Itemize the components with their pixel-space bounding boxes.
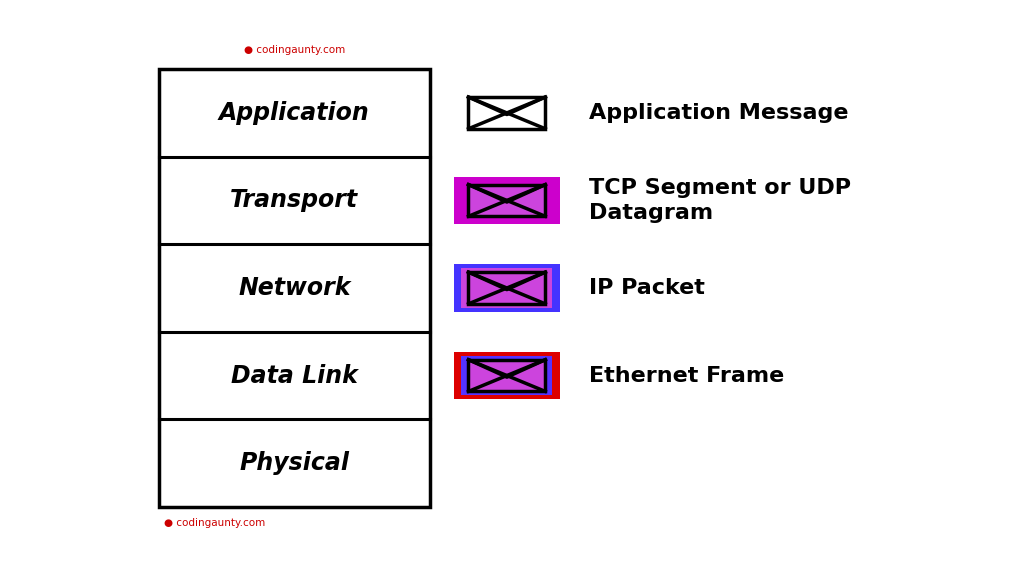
Bar bbox=[455, 177, 559, 225]
Text: IP Packet: IP Packet bbox=[589, 278, 705, 298]
Bar bbox=[461, 356, 553, 396]
Bar bbox=[455, 351, 559, 400]
Text: TCP Segment or UDP
Datagram: TCP Segment or UDP Datagram bbox=[589, 178, 851, 223]
Text: Application: Application bbox=[219, 101, 370, 125]
Text: Data Link: Data Link bbox=[231, 363, 357, 388]
Bar bbox=[461, 268, 553, 308]
Bar bbox=[469, 97, 545, 128]
Text: Transport: Transport bbox=[230, 188, 358, 213]
Text: Physical: Physical bbox=[240, 451, 349, 475]
Text: Application Message: Application Message bbox=[589, 103, 848, 123]
Text: ● codingaunty.com: ● codingaunty.com bbox=[164, 518, 265, 528]
Bar bbox=[469, 359, 545, 392]
Text: Network: Network bbox=[239, 276, 350, 300]
Bar bbox=[469, 272, 545, 304]
Bar bbox=[455, 264, 559, 312]
Text: ● codingaunty.com: ● codingaunty.com bbox=[244, 45, 345, 55]
Bar bbox=[159, 69, 430, 507]
Text: Ethernet Frame: Ethernet Frame bbox=[589, 366, 784, 385]
Bar bbox=[469, 184, 545, 217]
